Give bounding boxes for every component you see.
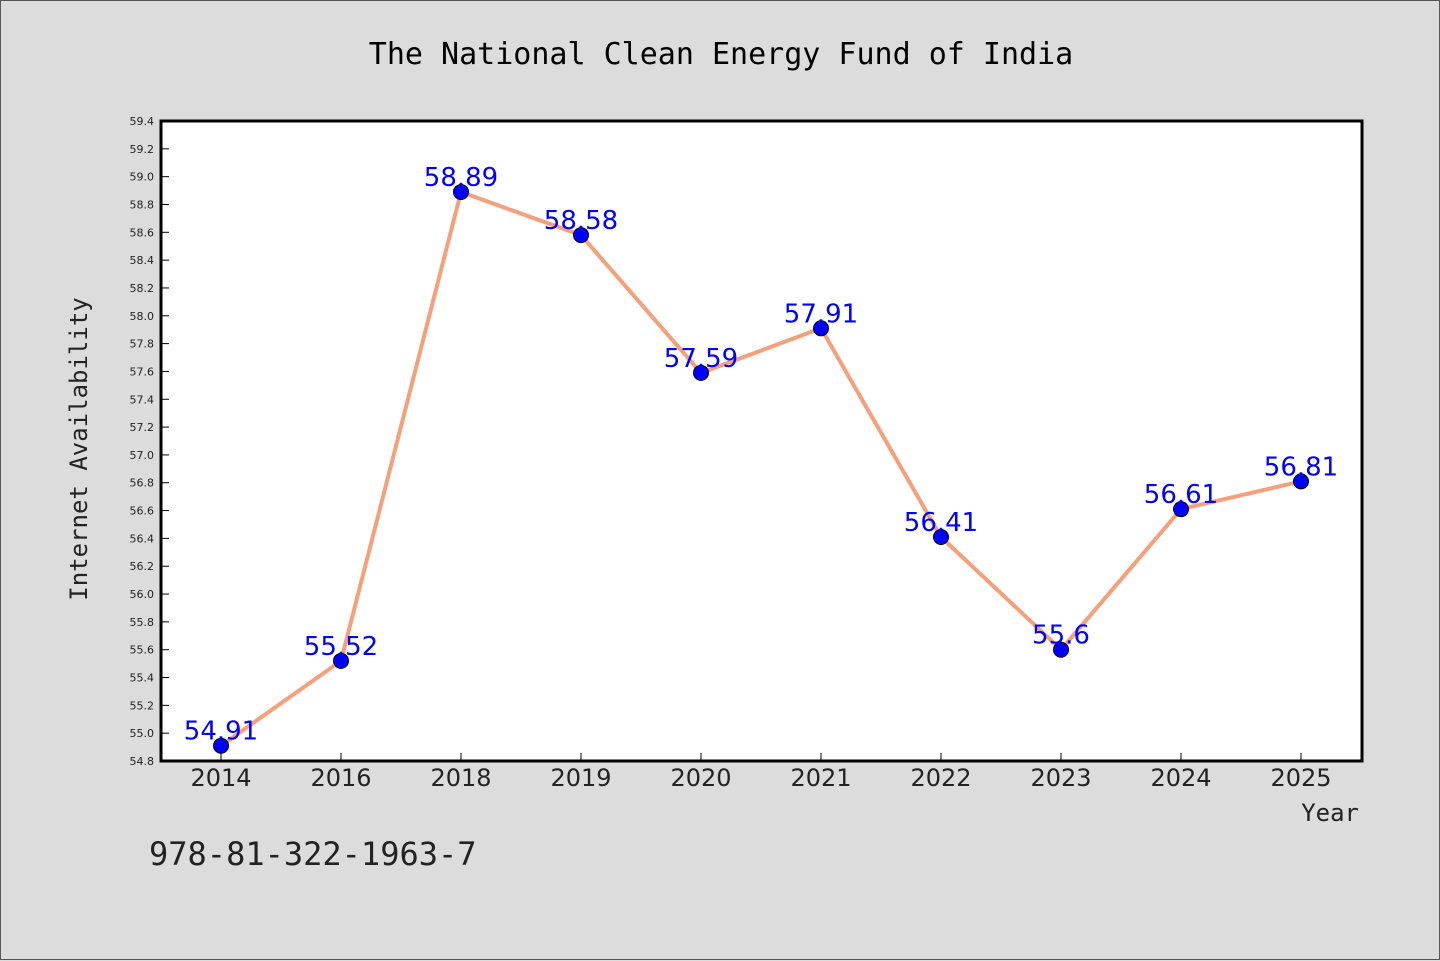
chart-title: The National Clean Energy Fund of India [369, 37, 1073, 72]
y-tick-label: 54.8 [130, 755, 155, 768]
y-tick-label: 55.6 [130, 644, 155, 657]
data-label: 57.91 [784, 299, 858, 329]
y-tick-label: 58.4 [130, 254, 155, 267]
data-point [453, 183, 469, 200]
data-label: 54.91 [184, 717, 258, 747]
y-tick-label: 59.4 [130, 115, 155, 128]
data-point [693, 364, 709, 381]
y-tick-label: 56.8 [130, 477, 155, 490]
data-point [213, 737, 229, 754]
y-tick-label: 57.6 [130, 365, 155, 378]
data-point [933, 529, 949, 545]
x-tick-label: 2014 [190, 764, 251, 792]
y-tick-label: 56.0 [130, 588, 155, 601]
x-tick-label: 2020 [670, 764, 731, 792]
y-tick-label: 55.4 [130, 672, 155, 685]
x-tick-label: 2016 [310, 764, 371, 792]
y-tick-label: 59.0 [130, 171, 155, 184]
data-point [1053, 641, 1069, 658]
x-tick-label: 2022 [910, 764, 971, 792]
y-tick-label: 58.0 [130, 310, 155, 323]
x-tick-label: 2019 [550, 764, 611, 792]
data-labels: 54.91 55.52 58.89 58.58 57.59 57.91 56.41 55.6 5… [184, 163, 1338, 747]
data-point [813, 320, 829, 337]
y-tick-label: 57.8 [130, 338, 155, 351]
data-label: 58.58 [544, 206, 618, 236]
isbn-text: 978-81-322-1963-7 [149, 835, 477, 873]
data-markers [213, 183, 1309, 754]
y-tick-label: 55.8 [130, 616, 155, 629]
data-point [333, 652, 349, 669]
data-label: 55.6 [1032, 621, 1090, 651]
data-label: 57.59 [664, 344, 738, 374]
y-tick-label: 56.2 [130, 560, 155, 573]
y-tick-label: 57.2 [130, 421, 155, 434]
data-label: 56.81 [1264, 452, 1338, 482]
data-point [1293, 473, 1309, 490]
y-tick-label: 59.2 [130, 143, 155, 156]
data-point [573, 227, 589, 244]
y-tick-label: 56.4 [130, 532, 155, 545]
y-tick-label: 58.8 [130, 198, 155, 211]
y-axis: 54.8 55.0 55.2 55.4 55.6 55.8 56.0 56.2 56.4 56.6… [130, 115, 169, 768]
data-label: 55.52 [304, 632, 378, 662]
data-point [1173, 501, 1189, 518]
y-tick-label: 55.2 [130, 699, 155, 712]
x-tick-label: 2021 [790, 764, 851, 792]
y-tick-label: 55.0 [130, 727, 155, 740]
y-tick-label: 58.2 [130, 282, 155, 295]
x-tick-label: 2018 [430, 764, 491, 792]
x-tick-label: 2024 [1150, 764, 1211, 792]
y-axis-label: Internet Availability [65, 297, 93, 600]
y-tick-label: 57.4 [130, 393, 155, 406]
data-label: 56.61 [1144, 480, 1218, 510]
y-tick-label: 56.6 [130, 505, 155, 518]
data-label: 58.89 [424, 163, 498, 193]
y-tick-label: 58.6 [130, 226, 155, 239]
y-tick-label: 57.0 [130, 449, 155, 462]
x-axis-label: Year [1301, 799, 1359, 827]
series-line [219, 189, 1302, 748]
x-tick-label: 2023 [1030, 764, 1091, 792]
data-label: 56.41 [904, 508, 978, 538]
plot-area [159, 119, 1364, 763]
x-tick-label: 2025 [1270, 764, 1331, 792]
x-axis: 2014 2016 2018 2019 2020 2021 2022 2023 2024 2025 [190, 753, 1332, 792]
